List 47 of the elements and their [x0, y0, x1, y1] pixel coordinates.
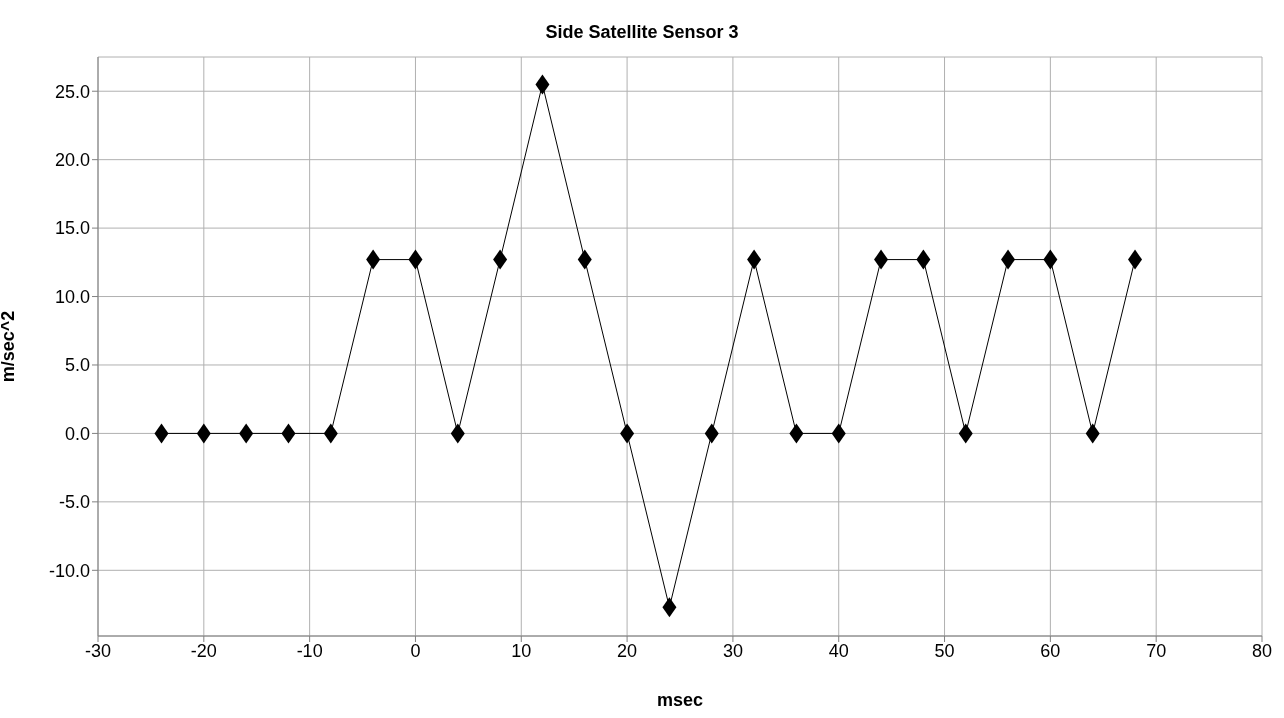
point — [577, 249, 592, 270]
x-tick-label: 0 — [410, 640, 421, 661]
point — [747, 249, 762, 270]
point — [281, 423, 296, 444]
x-tick-label: 30 — [722, 640, 743, 661]
point — [196, 423, 211, 444]
x-tick-label: -10 — [296, 640, 323, 661]
point — [958, 423, 973, 444]
x-tick-label: -30 — [84, 640, 112, 661]
point — [831, 423, 846, 444]
y-tick-label: 20.0 — [54, 150, 90, 171]
point — [662, 597, 677, 618]
point — [620, 423, 635, 444]
y-tick-label: 25.0 — [54, 81, 90, 102]
x-axis-title: msec — [656, 690, 704, 710]
y-tick-label: 5.0 — [64, 355, 90, 376]
point — [789, 423, 804, 444]
x-tick-label: 40 — [828, 640, 849, 661]
point — [408, 249, 423, 270]
point — [1001, 249, 1016, 270]
point — [1085, 423, 1100, 444]
x-tick-label: 10 — [511, 640, 532, 661]
point — [154, 423, 169, 444]
y-axis-title: m/sec^2 — [0, 310, 19, 383]
point — [704, 423, 719, 444]
point — [874, 249, 889, 270]
point — [366, 249, 381, 270]
x-tick-label: 50 — [934, 640, 955, 661]
x-tick-label: -20 — [190, 640, 217, 661]
point — [323, 423, 338, 444]
y-tick-label: -5.0 — [58, 492, 90, 513]
point — [1128, 249, 1143, 270]
y-tick-label: 10.0 — [54, 286, 90, 307]
point — [493, 249, 508, 270]
y-tick-label: -10.0 — [48, 560, 90, 581]
x-tick-label: 20 — [617, 640, 638, 661]
x-tick-label: 60 — [1040, 640, 1061, 661]
point — [535, 74, 550, 95]
point — [1043, 249, 1058, 270]
point — [450, 423, 465, 444]
y-tick-label: 15.0 — [54, 218, 90, 239]
x-tick-label: 70 — [1146, 640, 1167, 661]
x-tick-label: 80 — [1251, 640, 1273, 661]
point — [916, 249, 931, 270]
point — [239, 423, 254, 444]
chart-title: Side Satellite Sensor 3 — [544, 22, 740, 43]
y-tick-label: 0.0 — [64, 423, 90, 444]
